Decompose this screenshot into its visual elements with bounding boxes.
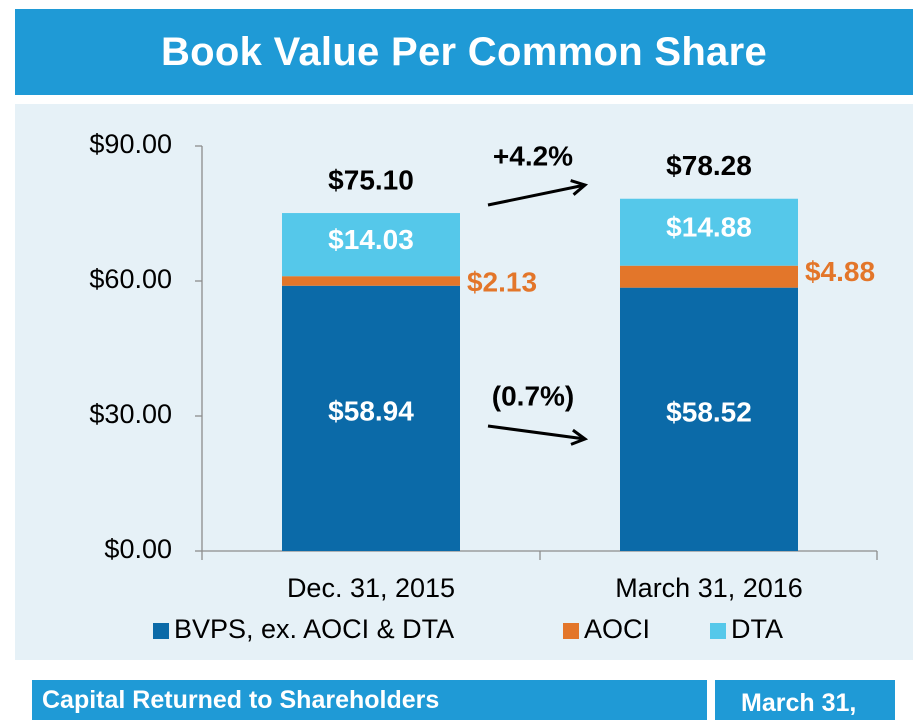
bvps-change-arrow-head	[570, 428, 589, 446]
book-value-chart: $0.00 $30.00 $60.00 $90.00 Dec. 31, 2015 $75.…	[89, 129, 878, 644]
legend-swatch	[563, 623, 579, 639]
total-change-label: +4.2%	[493, 140, 573, 171]
y-tick-label: $90.00	[89, 129, 172, 159]
bvps-value-label: $58.52	[666, 396, 752, 427]
capital-returned-header: Capital Returned to Shareholders	[32, 680, 707, 720]
y-tick-label: $30.00	[89, 399, 172, 429]
x-tick-label: March 31, 2016	[615, 573, 803, 603]
bar-segment	[282, 213, 460, 277]
chart-panel: $0.00 $30.00 $60.00 $90.00 Dec. 31, 2015 $75.…	[15, 104, 913, 660]
dta-value-label: $14.03	[328, 224, 414, 255]
bar-segment	[282, 285, 460, 551]
bar-segment	[620, 287, 798, 551]
x-tick-label: Dec. 31, 2015	[287, 573, 455, 603]
bvps-change-label: (0.7%)	[492, 380, 574, 411]
y-tick-label: $60.00	[89, 264, 172, 294]
bvps-change-arrow-shaft	[487, 424, 586, 441]
chart-title: Book Value Per Common Share	[160, 29, 768, 74]
legend-swatch	[710, 623, 726, 639]
bar-segment	[620, 198, 798, 266]
total-label: $78.28	[666, 150, 752, 181]
bar-segment	[282, 276, 460, 286]
legend-swatch	[153, 623, 169, 639]
aoci-value-label: $2.13	[467, 266, 537, 297]
title-bar: Book Value Per Common Share	[15, 9, 913, 95]
legend-label: AOCI	[584, 614, 650, 644]
aoci-value-label: $4.88	[805, 256, 875, 287]
bvps-value-label: $58.94	[328, 395, 414, 426]
y-tick-label: $0.00	[104, 534, 172, 564]
total-label: $75.10	[328, 164, 414, 195]
march-column-label: March 31,	[741, 689, 857, 717]
dta-value-label: $14.88	[666, 211, 752, 242]
bar-segment	[620, 265, 798, 288]
march-column-header: March 31,	[715, 680, 895, 720]
legend-label: DTA	[731, 614, 783, 644]
legend-label: BVPS, ex. AOCI & DTA	[174, 614, 454, 644]
total-change-arrow-shaft	[487, 183, 586, 207]
capital-returned-title: Capital Returned to Shareholders	[42, 686, 440, 714]
total-change-arrow-head	[570, 179, 589, 196]
